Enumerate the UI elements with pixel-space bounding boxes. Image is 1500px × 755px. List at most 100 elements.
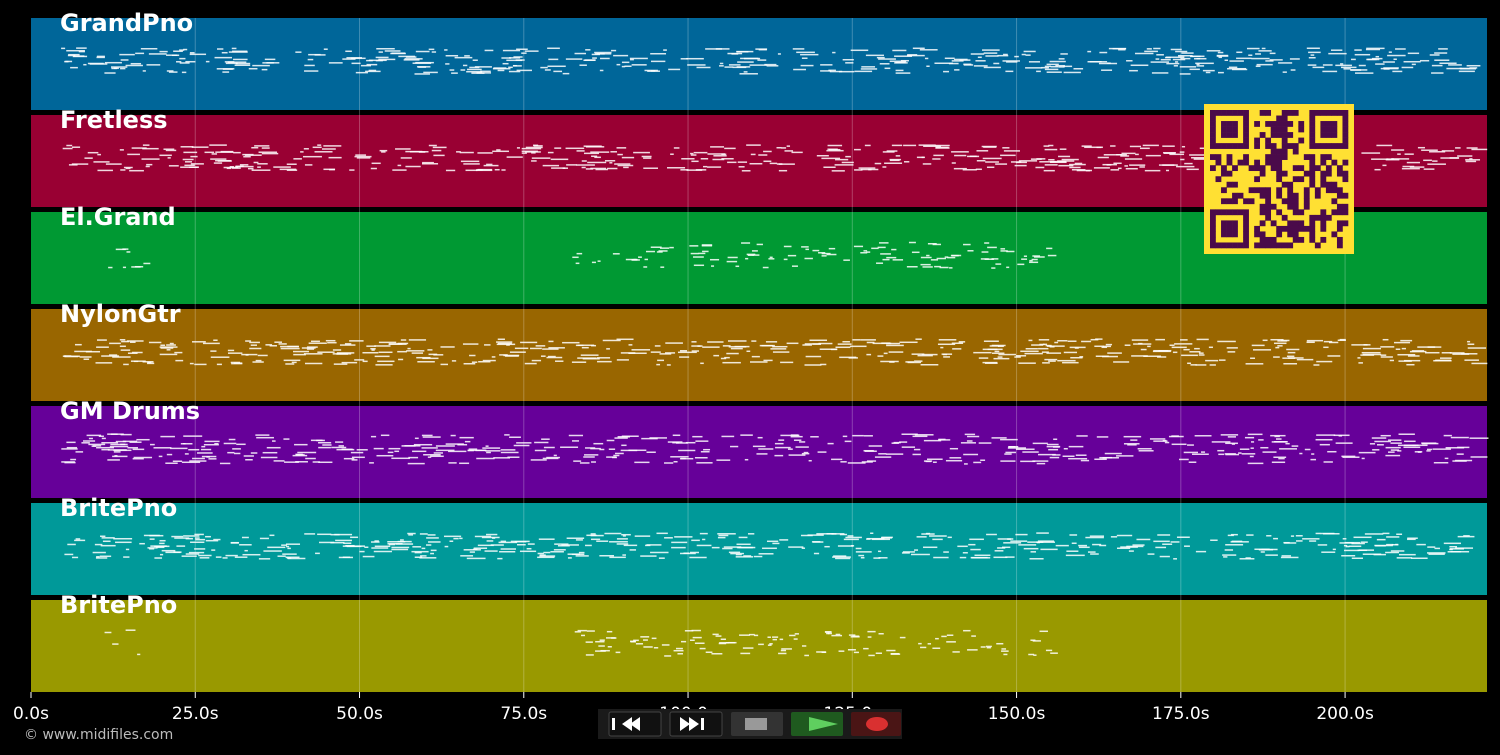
note: [502, 49, 521, 52]
rewind-button[interactable]: [608, 711, 662, 737]
note: [1438, 48, 1448, 50]
qr-module: [1259, 132, 1266, 138]
note: [727, 161, 737, 164]
note: [1366, 47, 1385, 50]
note: [1274, 342, 1287, 345]
note: [308, 53, 321, 56]
note: [640, 636, 650, 638]
qr-module: [1254, 137, 1260, 144]
note: [1319, 443, 1330, 446]
note: [1266, 535, 1272, 537]
note: [428, 541, 441, 543]
note: [497, 557, 503, 560]
note: [1173, 558, 1177, 560]
note: [693, 151, 708, 154]
note: [658, 250, 668, 252]
note: [415, 61, 434, 64]
note: [739, 634, 750, 636]
note: [1445, 447, 1465, 449]
note: [1335, 442, 1353, 444]
note: [1063, 71, 1081, 74]
qr-module: [1237, 110, 1244, 116]
note: [824, 545, 830, 548]
note: [843, 538, 859, 541]
note: [517, 543, 526, 546]
qr-module: [1243, 220, 1249, 227]
note: [993, 62, 1000, 65]
note: [514, 347, 529, 350]
note: [1427, 163, 1446, 165]
note: [1208, 346, 1213, 349]
note: [139, 542, 145, 545]
stop-button[interactable]: [731, 712, 783, 736]
note: [502, 62, 509, 65]
tick-label: 50.0s: [336, 704, 383, 724]
note: [1227, 436, 1236, 438]
note: [780, 434, 800, 437]
note: [885, 453, 904, 455]
note: [1426, 448, 1433, 451]
note: [722, 345, 731, 347]
note: [1089, 61, 1108, 63]
note: [1041, 66, 1049, 69]
note: [247, 167, 254, 170]
note: [1170, 48, 1182, 51]
note: [658, 557, 665, 559]
note: [1287, 351, 1296, 354]
note: [1306, 341, 1315, 344]
note: [901, 446, 916, 448]
note: [1380, 434, 1391, 437]
note: [463, 549, 481, 551]
note: [670, 456, 689, 458]
note: [1191, 157, 1210, 159]
note: [986, 646, 991, 649]
forward-button[interactable]: [669, 711, 723, 737]
note: [726, 352, 739, 355]
note: [355, 154, 367, 156]
note: [1102, 345, 1112, 348]
play-button[interactable]: [791, 712, 843, 736]
note: [720, 357, 727, 360]
note: [1446, 67, 1462, 70]
note: [804, 654, 809, 657]
note: [451, 72, 458, 74]
note: [204, 151, 215, 154]
qr-module: [1281, 137, 1288, 144]
note: [1407, 538, 1416, 541]
qr-module: [1243, 110, 1249, 116]
note: [360, 64, 372, 67]
qr-module: [1221, 187, 1227, 194]
note: [604, 160, 616, 162]
note: [1375, 55, 1380, 58]
note: [190, 155, 198, 158]
qr-module: [1210, 154, 1216, 160]
note: [170, 447, 188, 450]
note: [600, 57, 610, 60]
note: [943, 356, 950, 358]
note: [971, 635, 976, 637]
note: [892, 259, 904, 261]
note: [96, 556, 100, 558]
note: [1140, 348, 1147, 351]
note: [1251, 344, 1265, 347]
note: [1425, 351, 1440, 354]
note: [1135, 153, 1139, 156]
note: [1361, 457, 1365, 460]
note: [791, 265, 798, 267]
note: [975, 168, 982, 171]
record-button[interactable]: [851, 712, 901, 736]
note: [1044, 148, 1058, 151]
qr-module: [1303, 225, 1310, 232]
note: [1448, 64, 1462, 66]
note: [286, 163, 297, 165]
note: [513, 65, 522, 67]
note: [185, 537, 193, 540]
note: [292, 454, 308, 457]
note: [659, 247, 670, 249]
note: [370, 167, 377, 170]
note: [540, 355, 546, 357]
note: [614, 437, 628, 439]
note: [285, 556, 300, 559]
note: [423, 71, 438, 74]
qr-module: [1226, 198, 1233, 205]
